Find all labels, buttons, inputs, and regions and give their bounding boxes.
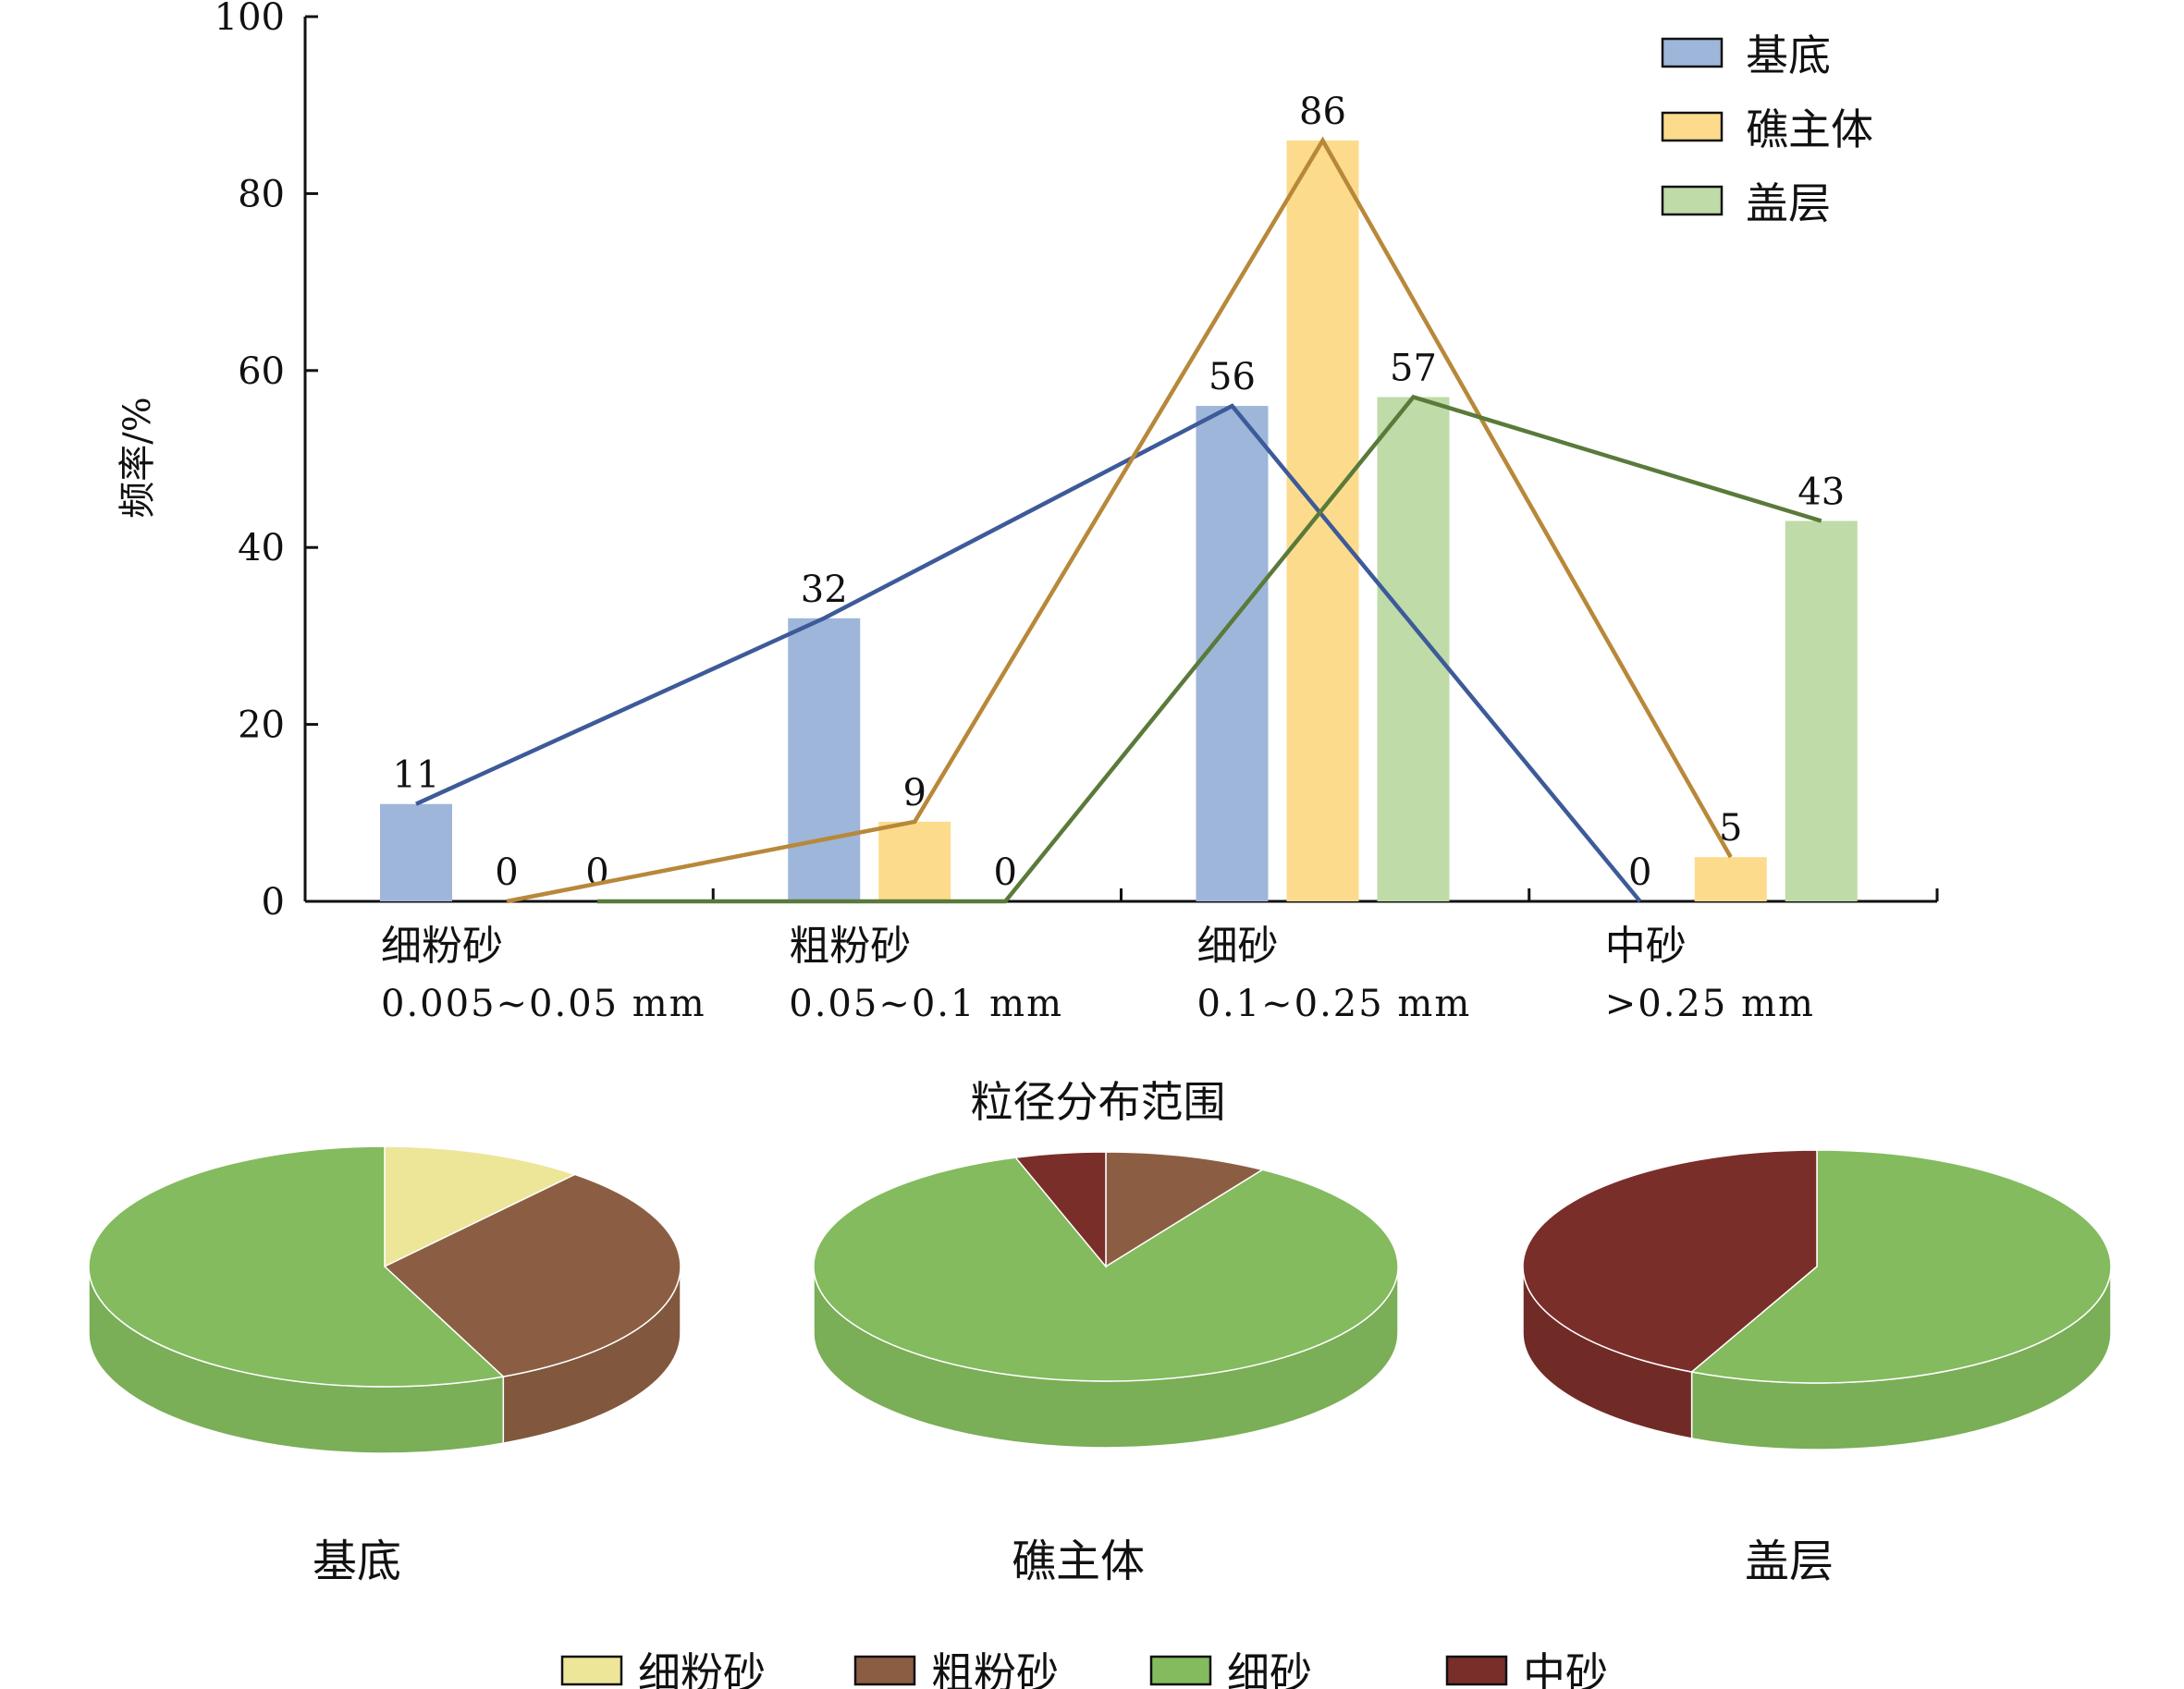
x-category-range: 0.005~0.05 mm — [381, 983, 706, 1025]
pie-label: 礁主体 — [1012, 1536, 1145, 1587]
series-line-盖层 — [597, 394, 1822, 904]
x-category-label: 细砂 — [1197, 923, 1279, 970]
pie-slice-细砂 — [813, 1157, 1399, 1382]
pie-slice-粗粉砂 — [383, 1173, 681, 1377]
data-label: 0 — [585, 851, 608, 894]
pie-礁主体: 礁主体 — [813, 1151, 1399, 1587]
y-tick-label: 0 — [262, 881, 285, 924]
pie-盖层: 盖层 — [1522, 1149, 2112, 1587]
x-category-range: 0.05~0.1 mm — [789, 983, 1063, 1025]
pie-legend: 细粉砂 粗粉砂 细砂 中砂 — [560, 1648, 1608, 1689]
series-line-礁主体 — [506, 136, 1733, 904]
pie-label: 盖层 — [1745, 1536, 1834, 1587]
data-label: 0 — [994, 851, 1017, 894]
pie-legend-label: 粗粉砂 — [931, 1648, 1059, 1689]
pie-charts: 基底 礁主体 盖层 — [88, 1145, 2112, 1587]
x-category-range: 0.1~0.25 mm — [1197, 983, 1472, 1025]
y-tick-label: 20 — [238, 704, 285, 747]
y-axis-label: 频率/% — [117, 397, 159, 518]
data-label: 56 — [1209, 356, 1256, 398]
pie-legend-label: 细砂 — [1227, 1648, 1312, 1689]
x-category-label: 细粉砂 — [381, 923, 503, 970]
legend-label: 基底 — [1746, 31, 1831, 80]
legend-swatch-基底 — [1661, 37, 1724, 68]
pie-legend-swatch — [560, 1655, 623, 1686]
bar-chart: 0 20 40 60 80 100 细粉砂 0.005~0.05 mm 粗粉砂 0.05~0.1 … — [117, 0, 1939, 1127]
x-axis-label: 粒径分布范围 — [971, 1077, 1226, 1127]
pie-legend-swatch — [853, 1655, 916, 1686]
legend-swatch-礁主体 — [1661, 111, 1724, 142]
data-label: 57 — [1390, 348, 1437, 390]
bar-礁主体 — [1694, 857, 1767, 901]
data-label: 32 — [801, 569, 848, 611]
bar-基底 — [380, 803, 452, 901]
bar-礁主体 — [878, 821, 951, 901]
pie-legend-label: 中砂 — [1523, 1648, 1608, 1689]
y-tick-label: 80 — [238, 173, 285, 215]
x-category-label: 中砂 — [1605, 923, 1687, 970]
pie-slice-细砂 — [88, 1145, 505, 1388]
y-tick-label: 40 — [238, 527, 285, 569]
pie-legend-swatch — [1149, 1655, 1212, 1686]
legend-swatch-盖层 — [1661, 185, 1724, 216]
pie-label: 基底 — [313, 1536, 401, 1587]
legend-label: 礁主体 — [1746, 104, 1873, 154]
x-category-label: 粗粉砂 — [789, 923, 911, 970]
data-label: 86 — [1299, 91, 1346, 133]
data-label: 11 — [393, 754, 440, 797]
legend-label: 盖层 — [1746, 178, 1831, 228]
pie-legend-label: 细粉砂 — [638, 1648, 766, 1689]
y-tick-label: 60 — [238, 350, 285, 393]
bar-盖层 — [1377, 397, 1450, 901]
pie-slice-细砂 — [1689, 1149, 2112, 1384]
pie-slice-中砂 — [1522, 1149, 1818, 1373]
pie-slice-粗粉砂 — [1105, 1151, 1265, 1268]
data-label: 0 — [1628, 851, 1651, 894]
bar-基底 — [788, 618, 861, 901]
series-line-基底 — [415, 403, 1642, 903]
pie-slice-细粉砂 — [384, 1145, 577, 1268]
x-category-range: >0.25 mm — [1605, 983, 1815, 1025]
y-tick-label: 100 — [215, 0, 285, 39]
pie-legend-swatch — [1445, 1655, 1508, 1686]
bar-礁主体 — [1286, 140, 1359, 902]
pie-slice-中砂 — [1013, 1151, 1107, 1269]
data-label: 0 — [495, 851, 518, 894]
pie-基底: 基底 — [88, 1145, 681, 1587]
bar-盖层 — [1785, 520, 1858, 901]
data-label: 43 — [1798, 471, 1845, 513]
